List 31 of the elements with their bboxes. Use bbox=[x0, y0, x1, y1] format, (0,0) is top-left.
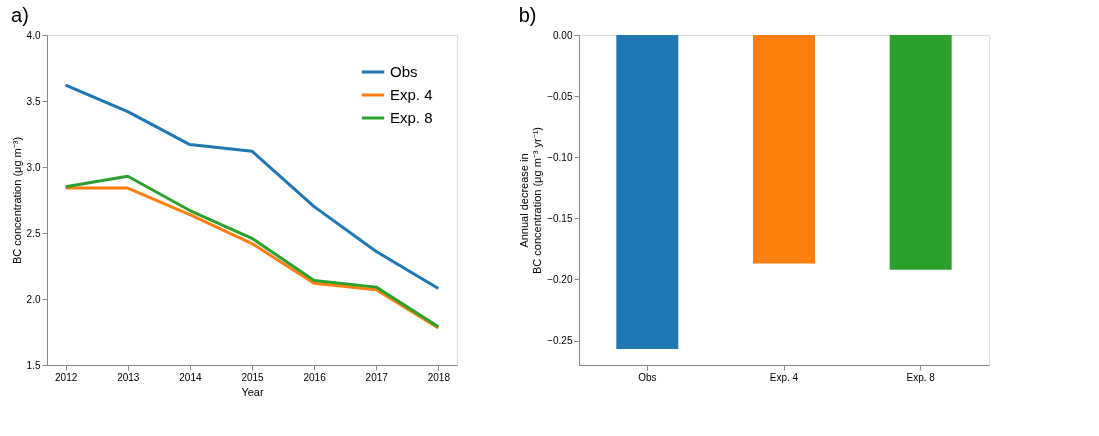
y-axis-title: Annual decrease in BC concentration (μg m⁻³ yr⁻¹) bbox=[518, 127, 544, 274]
line-series bbox=[64, 83, 440, 290]
chart-title: b) bbox=[518, 4, 537, 26]
y-tick-label: 3.0 bbox=[26, 161, 41, 173]
legend-label: Exp. 8 bbox=[390, 109, 433, 126]
x-tick-label: 2016 bbox=[303, 371, 327, 383]
y-tick-label: 2.0 bbox=[26, 293, 41, 305]
x-tick-label: 2012 bbox=[55, 371, 78, 383]
y-tick-label: 0.00 bbox=[553, 29, 573, 41]
y-tick-label: 4.0 bbox=[26, 29, 41, 41]
x-tick-label: 2018 bbox=[427, 371, 451, 383]
y-tick-label: −0.05 bbox=[547, 90, 573, 102]
x-axis-title: Year bbox=[241, 385, 264, 398]
x-tick-label: 2017 bbox=[365, 371, 389, 383]
y-tick-label: 1.5 bbox=[26, 359, 41, 371]
y-tick-label: 3.5 bbox=[26, 95, 41, 107]
x-tick-label: 2015 bbox=[241, 371, 265, 383]
x-tick-label: Exp. 4 bbox=[769, 371, 799, 383]
y-tick-label: 2.5 bbox=[26, 227, 41, 239]
legend-label: Exp. 4 bbox=[390, 86, 433, 103]
y-tick-label: −0.25 bbox=[547, 335, 573, 347]
x-tick-label: 2014 bbox=[179, 371, 202, 383]
y-tick-label: −0.15 bbox=[547, 212, 573, 224]
x-tick-label: 2013 bbox=[117, 371, 140, 383]
x-tick-label: Exp. 8 bbox=[906, 371, 936, 383]
x-tick-label: Obs bbox=[638, 371, 657, 383]
chart-title: a) bbox=[11, 4, 29, 26]
y-axis-title: BC concentration (μg m⁻³) bbox=[10, 136, 23, 265]
y-tick-label: −0.20 bbox=[547, 273, 573, 285]
y-tick-label: −0.10 bbox=[547, 151, 573, 163]
legend-label: Obs bbox=[390, 63, 418, 80]
